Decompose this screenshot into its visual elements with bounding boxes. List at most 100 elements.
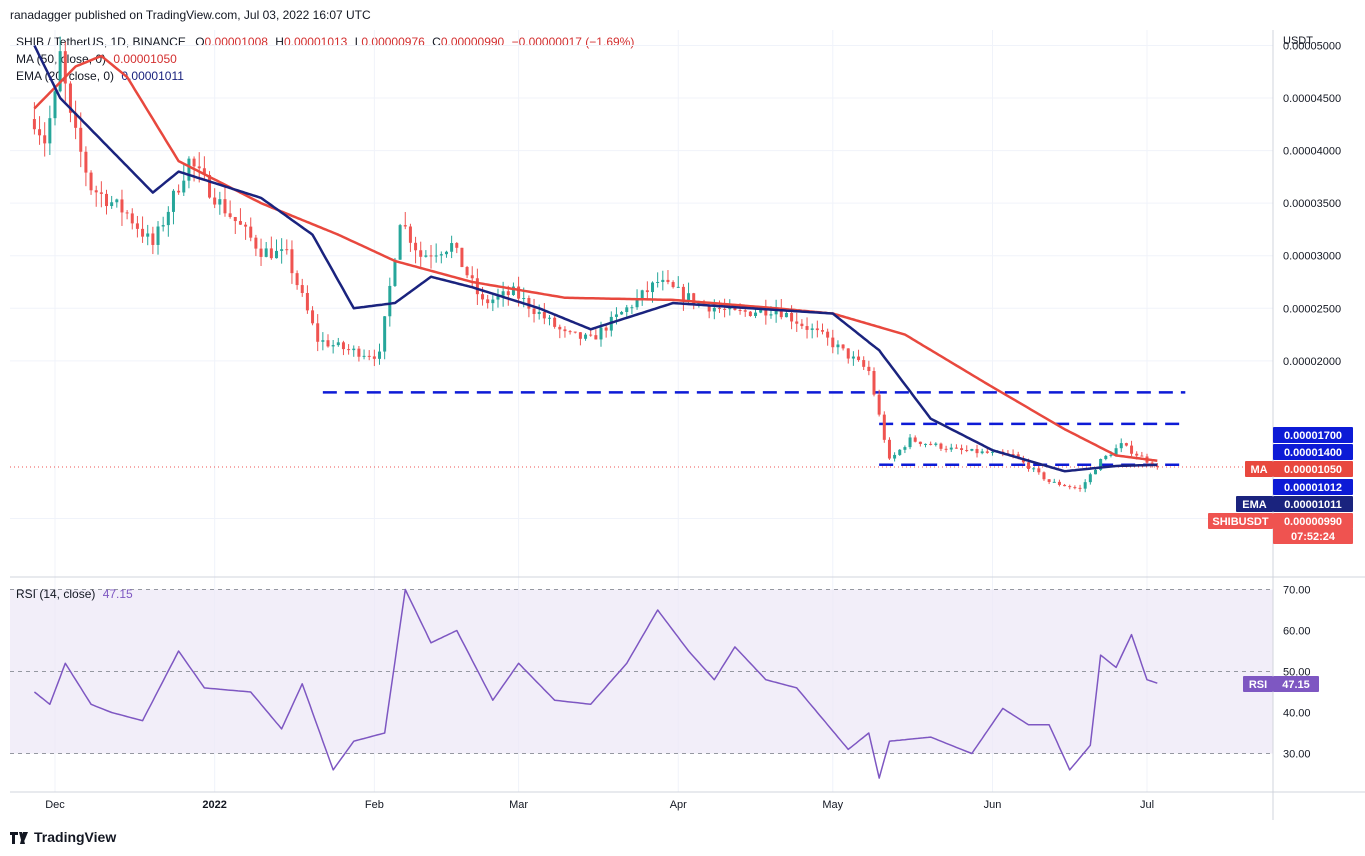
rsi-line xyxy=(33,588,1158,779)
candle-body xyxy=(316,323,320,342)
candle-body xyxy=(944,448,948,450)
horizontal-levels xyxy=(10,391,1273,468)
time-tick-label: May xyxy=(822,799,843,811)
level-tag-1012: 0.00001012 xyxy=(1284,482,1342,494)
candle-body xyxy=(717,307,721,309)
candle-body xyxy=(393,259,397,286)
candle-body xyxy=(820,330,824,332)
rsi-axis-tag-bg xyxy=(1243,676,1273,692)
time-tick-label: 2022 xyxy=(202,799,226,811)
candle-body xyxy=(125,212,129,214)
candle-body xyxy=(1155,465,1159,468)
candle-body xyxy=(985,451,989,453)
candle-body xyxy=(918,441,922,445)
candle-body xyxy=(594,335,598,340)
rsi-legend-label: RSI (14, close) xyxy=(16,587,96,601)
rsi-pane xyxy=(33,588,1158,779)
candle-body xyxy=(651,282,655,293)
candle-body xyxy=(1114,448,1118,455)
rsi-legend-value: 47.15 xyxy=(102,587,133,601)
candle-body xyxy=(1057,481,1061,485)
candle-body xyxy=(1073,487,1077,489)
candle-body xyxy=(707,304,711,312)
ma50-line xyxy=(33,54,1158,462)
candle-body xyxy=(949,447,953,450)
time-tick-label: Jun xyxy=(984,799,1002,811)
candle-body xyxy=(990,451,994,453)
candle-body xyxy=(48,118,52,144)
axes: 0.00005000 0.00004500 0.00004000 0.00003500… xyxy=(10,30,1365,820)
last-symbol-tag-bg xyxy=(1208,513,1273,529)
candle-body xyxy=(367,355,371,357)
candle-body xyxy=(851,356,855,359)
candle-body xyxy=(1063,484,1067,487)
candle-body xyxy=(166,211,170,226)
candle-body xyxy=(769,314,773,316)
candle-body xyxy=(929,443,933,445)
candle-body xyxy=(105,193,109,207)
candle-body xyxy=(506,291,510,296)
last-price-tag-bg xyxy=(1273,513,1353,529)
candle-body xyxy=(511,286,515,296)
candle-body xyxy=(89,172,93,191)
candle-body xyxy=(130,213,134,224)
rsi-tick-label: 50.00 xyxy=(1283,667,1311,679)
candles xyxy=(32,36,1159,493)
ma-axis-tag: MA xyxy=(1250,464,1267,476)
candle-body xyxy=(1124,443,1128,446)
candle-body xyxy=(352,348,356,351)
candle-body xyxy=(924,443,928,445)
time-tick-label: Dec xyxy=(45,799,65,811)
candle-body xyxy=(94,190,98,193)
ma-legend-value: 0.00001050 xyxy=(113,52,177,66)
last-symbol-tag: SHIBUSDT xyxy=(1212,516,1269,528)
candle-body xyxy=(553,317,557,327)
tradingview-brand: TradingView xyxy=(34,829,117,845)
candle-body xyxy=(408,226,412,243)
rsi-legend[interactable]: RSI (14, close) 47.15 xyxy=(16,587,133,601)
price-tick-label: 0.00002000 xyxy=(1283,356,1341,368)
candle-body xyxy=(84,151,88,173)
candle-body xyxy=(1088,474,1092,483)
candle-body xyxy=(975,448,979,454)
candle-body xyxy=(1104,455,1108,460)
candle-body xyxy=(177,190,181,193)
candle-body xyxy=(687,293,691,301)
candle-body xyxy=(1016,454,1020,459)
candle-body xyxy=(547,317,551,319)
candle-body xyxy=(857,356,861,361)
candle-body xyxy=(1083,482,1087,489)
candle-body xyxy=(965,450,969,452)
candle-body xyxy=(676,286,680,288)
candle-body xyxy=(249,226,253,238)
level-tag-1400-bg xyxy=(1273,444,1353,460)
candle-body xyxy=(321,340,325,342)
candle-body xyxy=(233,216,237,222)
rsi-axis-tag: RSI xyxy=(1249,679,1267,691)
candle-body xyxy=(743,310,747,312)
candle-body xyxy=(372,356,376,359)
candle-body xyxy=(68,83,72,113)
candle-body xyxy=(1037,468,1041,473)
candle-body xyxy=(800,323,804,327)
candle-body xyxy=(285,249,289,251)
candle-body xyxy=(568,331,572,333)
candle-body xyxy=(527,298,531,309)
candle-body xyxy=(141,228,145,237)
level-tag-1400: 0.00001400 xyxy=(1284,447,1342,459)
candle-body xyxy=(898,449,902,455)
rsi-tick-label: 30.00 xyxy=(1283,749,1311,761)
candle-body xyxy=(63,51,67,84)
candle-body xyxy=(146,233,150,237)
candle-body xyxy=(110,202,114,207)
candle-body xyxy=(712,307,716,312)
candle-body xyxy=(826,331,830,338)
candle-body xyxy=(558,326,562,330)
ma-axis-value-bg xyxy=(1273,461,1353,477)
candle-body xyxy=(666,279,670,283)
price-tags: 0.00001700 0.00001400 0.00001012 MA 0.000010… xyxy=(1208,427,1353,692)
tradingview-logo[interactable]: TradingView xyxy=(10,829,116,845)
candle-body xyxy=(790,312,794,322)
ema20-line xyxy=(33,44,1158,473)
